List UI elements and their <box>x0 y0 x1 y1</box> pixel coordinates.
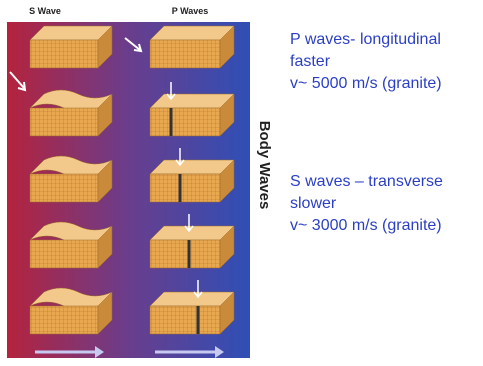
note-line: P waves- longitudinal <box>290 31 441 48</box>
note-line: slower <box>290 195 337 212</box>
block-front <box>30 240 98 268</box>
block-top <box>30 26 112 40</box>
block-front <box>30 40 98 68</box>
block-front <box>150 40 220 68</box>
note-line: faster <box>290 53 331 70</box>
block-top <box>150 160 234 174</box>
column-header: S Wave <box>29 6 61 16</box>
block-front <box>150 174 220 202</box>
block-front <box>30 306 98 334</box>
block-top <box>150 94 234 108</box>
column-header: P Waves <box>172 6 209 16</box>
note-line: v~ 5000 m/s (granite) <box>290 75 442 92</box>
note-line: S waves – transverse <box>290 173 443 190</box>
block-front <box>150 240 220 268</box>
block-front <box>30 174 98 202</box>
side-label: Body Waves <box>256 121 273 210</box>
slide: S Wave P Waves Body Waves P waves- longi… <box>0 0 483 366</box>
block-front <box>150 108 220 136</box>
block-top <box>150 26 234 40</box>
block-front <box>150 306 220 334</box>
block-front <box>30 108 98 136</box>
note-line: v~ 3000 m/s (granite) <box>290 217 442 234</box>
block-top <box>150 292 234 306</box>
